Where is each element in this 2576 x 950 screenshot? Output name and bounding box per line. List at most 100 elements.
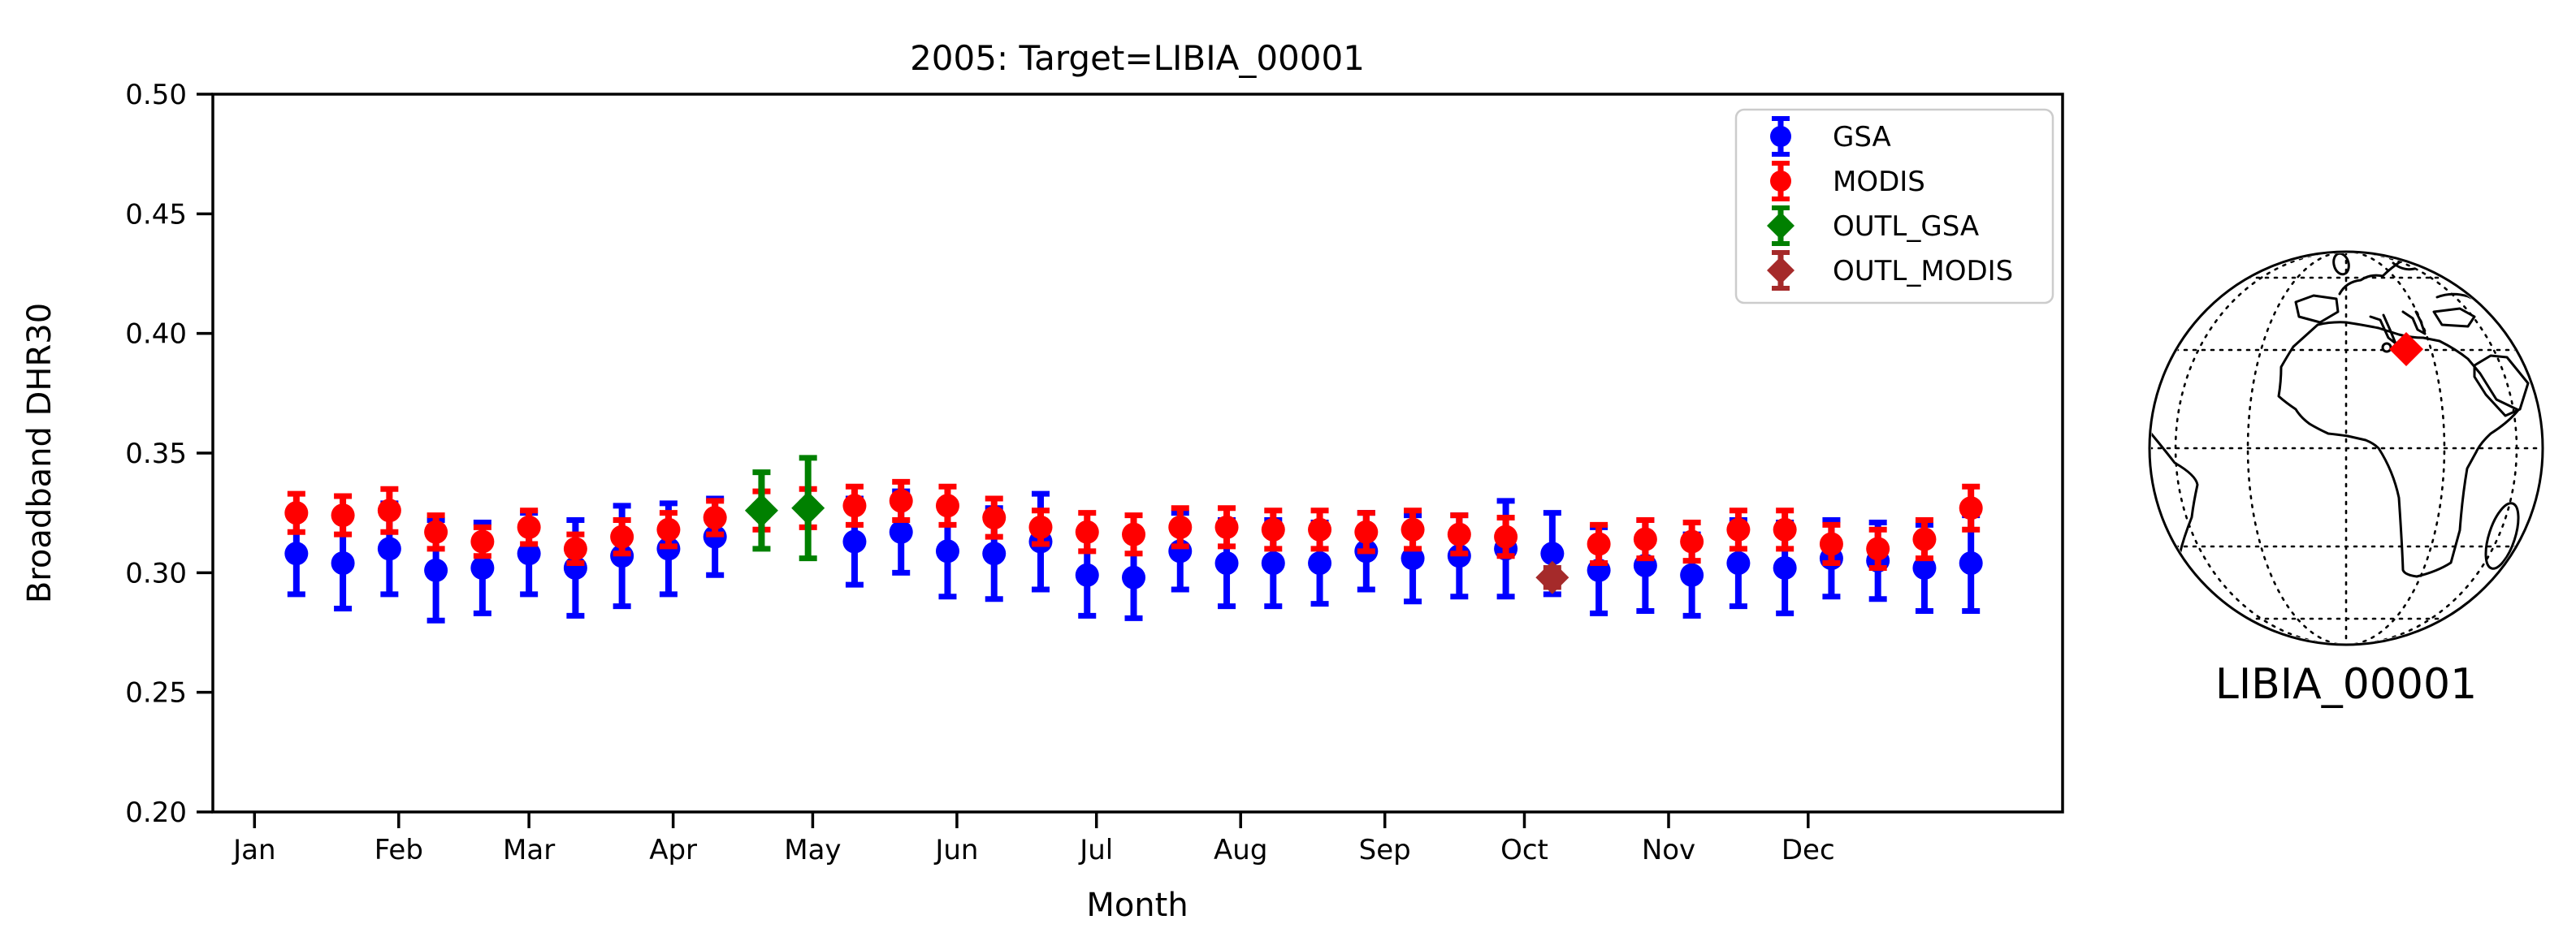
- x-axis: Jan Feb Mar Apr May Jun Jul Aug Sep Oct Nov Dec: [232, 812, 1835, 866]
- data-point-outl_gsa: [744, 469, 778, 552]
- data-point-modis: [1819, 521, 1843, 567]
- data-point-modis: [1214, 505, 1239, 550]
- data-point-modis: [284, 490, 309, 535]
- marker-diamond: [1535, 560, 1569, 594]
- y-axis-title: Broadband DHR30: [21, 303, 58, 603]
- globe-target-label: LIBIA_00001: [2215, 660, 2477, 709]
- y-axis-tick-label: 0.35: [125, 438, 187, 470]
- marker-circle: [1261, 551, 1285, 576]
- globe-graticule: [2151, 253, 2541, 643]
- data-point-modis: [703, 498, 727, 538]
- marker-circle: [935, 539, 959, 564]
- x-axis-tick-label: Jan: [232, 834, 275, 866]
- data-point-outl_gsa: [791, 455, 825, 562]
- data-point-modis: [1308, 507, 1332, 552]
- marker-circle: [1075, 520, 1099, 544]
- x-axis-tick-label: Nov: [1642, 834, 1695, 866]
- marker-circle: [424, 520, 448, 544]
- x-axis-tick-label: Jul: [1078, 834, 1113, 866]
- y-axis-tick-label: 0.30: [125, 557, 187, 589]
- legend-entry-modis: MODIS: [1770, 161, 1925, 201]
- data-point-modis: [1447, 512, 1471, 557]
- marker-circle: [517, 542, 541, 566]
- marker-circle: [1819, 532, 1843, 556]
- marker-circle: [1401, 546, 1425, 571]
- marker-circle: [1587, 532, 1611, 556]
- marker-circle: [1168, 515, 1193, 539]
- marker-circle: [517, 515, 541, 539]
- legend-marker-diamond: [1767, 257, 1795, 284]
- marker-circle: [563, 537, 587, 561]
- data-point-modis: [1633, 517, 1657, 562]
- data-point-modis: [424, 512, 448, 552]
- marker-circle: [1726, 517, 1751, 542]
- x-axis-tick-label: Sep: [1359, 834, 1411, 866]
- legend-entry-outl_gsa: OUTL_GSA: [1767, 205, 1979, 246]
- marker-circle: [1912, 555, 1937, 580]
- y-axis-tick-label: 0.25: [125, 677, 187, 710]
- legend-entry-outl_modis: OUTL_MODIS: [1767, 250, 2013, 291]
- data-point-modis: [377, 486, 401, 535]
- marker-circle: [842, 529, 867, 554]
- marker-circle: [1633, 527, 1657, 551]
- data-point-modis: [331, 493, 355, 538]
- y-axis-tick-label: 0.20: [125, 797, 187, 829]
- marker-circle: [1866, 537, 1890, 561]
- marker-circle: [470, 529, 495, 554]
- globe-inset: LIBIA_00001: [2148, 250, 2544, 709]
- data-point-outl_modis: [1535, 560, 1569, 594]
- marker-circle: [1773, 517, 1797, 542]
- marker-circle: [1773, 555, 1797, 580]
- legend: GSA MODIS OUTL_GSA OUTL_MODIS: [1734, 108, 2054, 304]
- marker-circle: [1261, 517, 1285, 542]
- data-point-modis: [982, 495, 1007, 540]
- marker-circle: [1447, 522, 1471, 546]
- plot-data-layer: [284, 455, 1983, 624]
- y-axis-tick-label: 0.50: [125, 79, 187, 111]
- marker-circle: [470, 555, 495, 580]
- marker-circle: [284, 501, 309, 525]
- x-axis-title: Month: [1086, 887, 1188, 924]
- marker-circle: [1028, 515, 1053, 539]
- marker-circle: [656, 517, 681, 542]
- marker-circle: [1401, 517, 1425, 542]
- marker-circle: [842, 494, 867, 518]
- legend-entry-label: GSA: [1833, 121, 1891, 153]
- legend-entry-label: MODIS: [1833, 166, 1925, 198]
- data-point-modis: [1261, 507, 1285, 552]
- data-point-modis: [1587, 521, 1611, 567]
- data-point-modis: [1354, 510, 1379, 555]
- marker-circle: [1680, 529, 1704, 554]
- x-axis-tick-label: May: [784, 834, 841, 866]
- data-point-modis: [1866, 526, 1890, 571]
- marker-circle: [889, 489, 913, 513]
- marker-circle: [331, 503, 355, 528]
- marker-circle: [1680, 563, 1704, 587]
- data-point-modis: [842, 483, 867, 528]
- marker-circle: [1540, 542, 1565, 566]
- marker-circle: [331, 551, 355, 576]
- y-axis-tick-label: 0.40: [125, 318, 187, 351]
- marker-circle: [1308, 551, 1332, 576]
- x-axis-tick-label: Apr: [649, 834, 697, 866]
- legend-box: [1734, 108, 2054, 304]
- legend-marker-circle: [1770, 171, 1791, 192]
- x-axis-tick-label: Feb: [374, 834, 423, 866]
- legend-marker-circle: [1770, 126, 1791, 147]
- x-axis-tick-label: Jun: [933, 834, 978, 866]
- marker-circle: [1959, 496, 1983, 520]
- marker-circle: [982, 542, 1007, 566]
- marker-circle: [1494, 525, 1518, 549]
- legend-entry-label: OUTL_GSA: [1833, 210, 1979, 243]
- marker-circle: [377, 499, 401, 523]
- marker-circle: [982, 506, 1007, 530]
- data-point-modis: [1122, 512, 1146, 557]
- data-point-modis: [1959, 483, 1983, 533]
- data-point-modis: [470, 524, 495, 559]
- marker-diamond: [791, 491, 825, 525]
- data-point-modis: [656, 510, 681, 550]
- marker-diamond: [744, 494, 778, 528]
- marker-circle: [1122, 522, 1146, 546]
- data-point-modis: [935, 483, 959, 528]
